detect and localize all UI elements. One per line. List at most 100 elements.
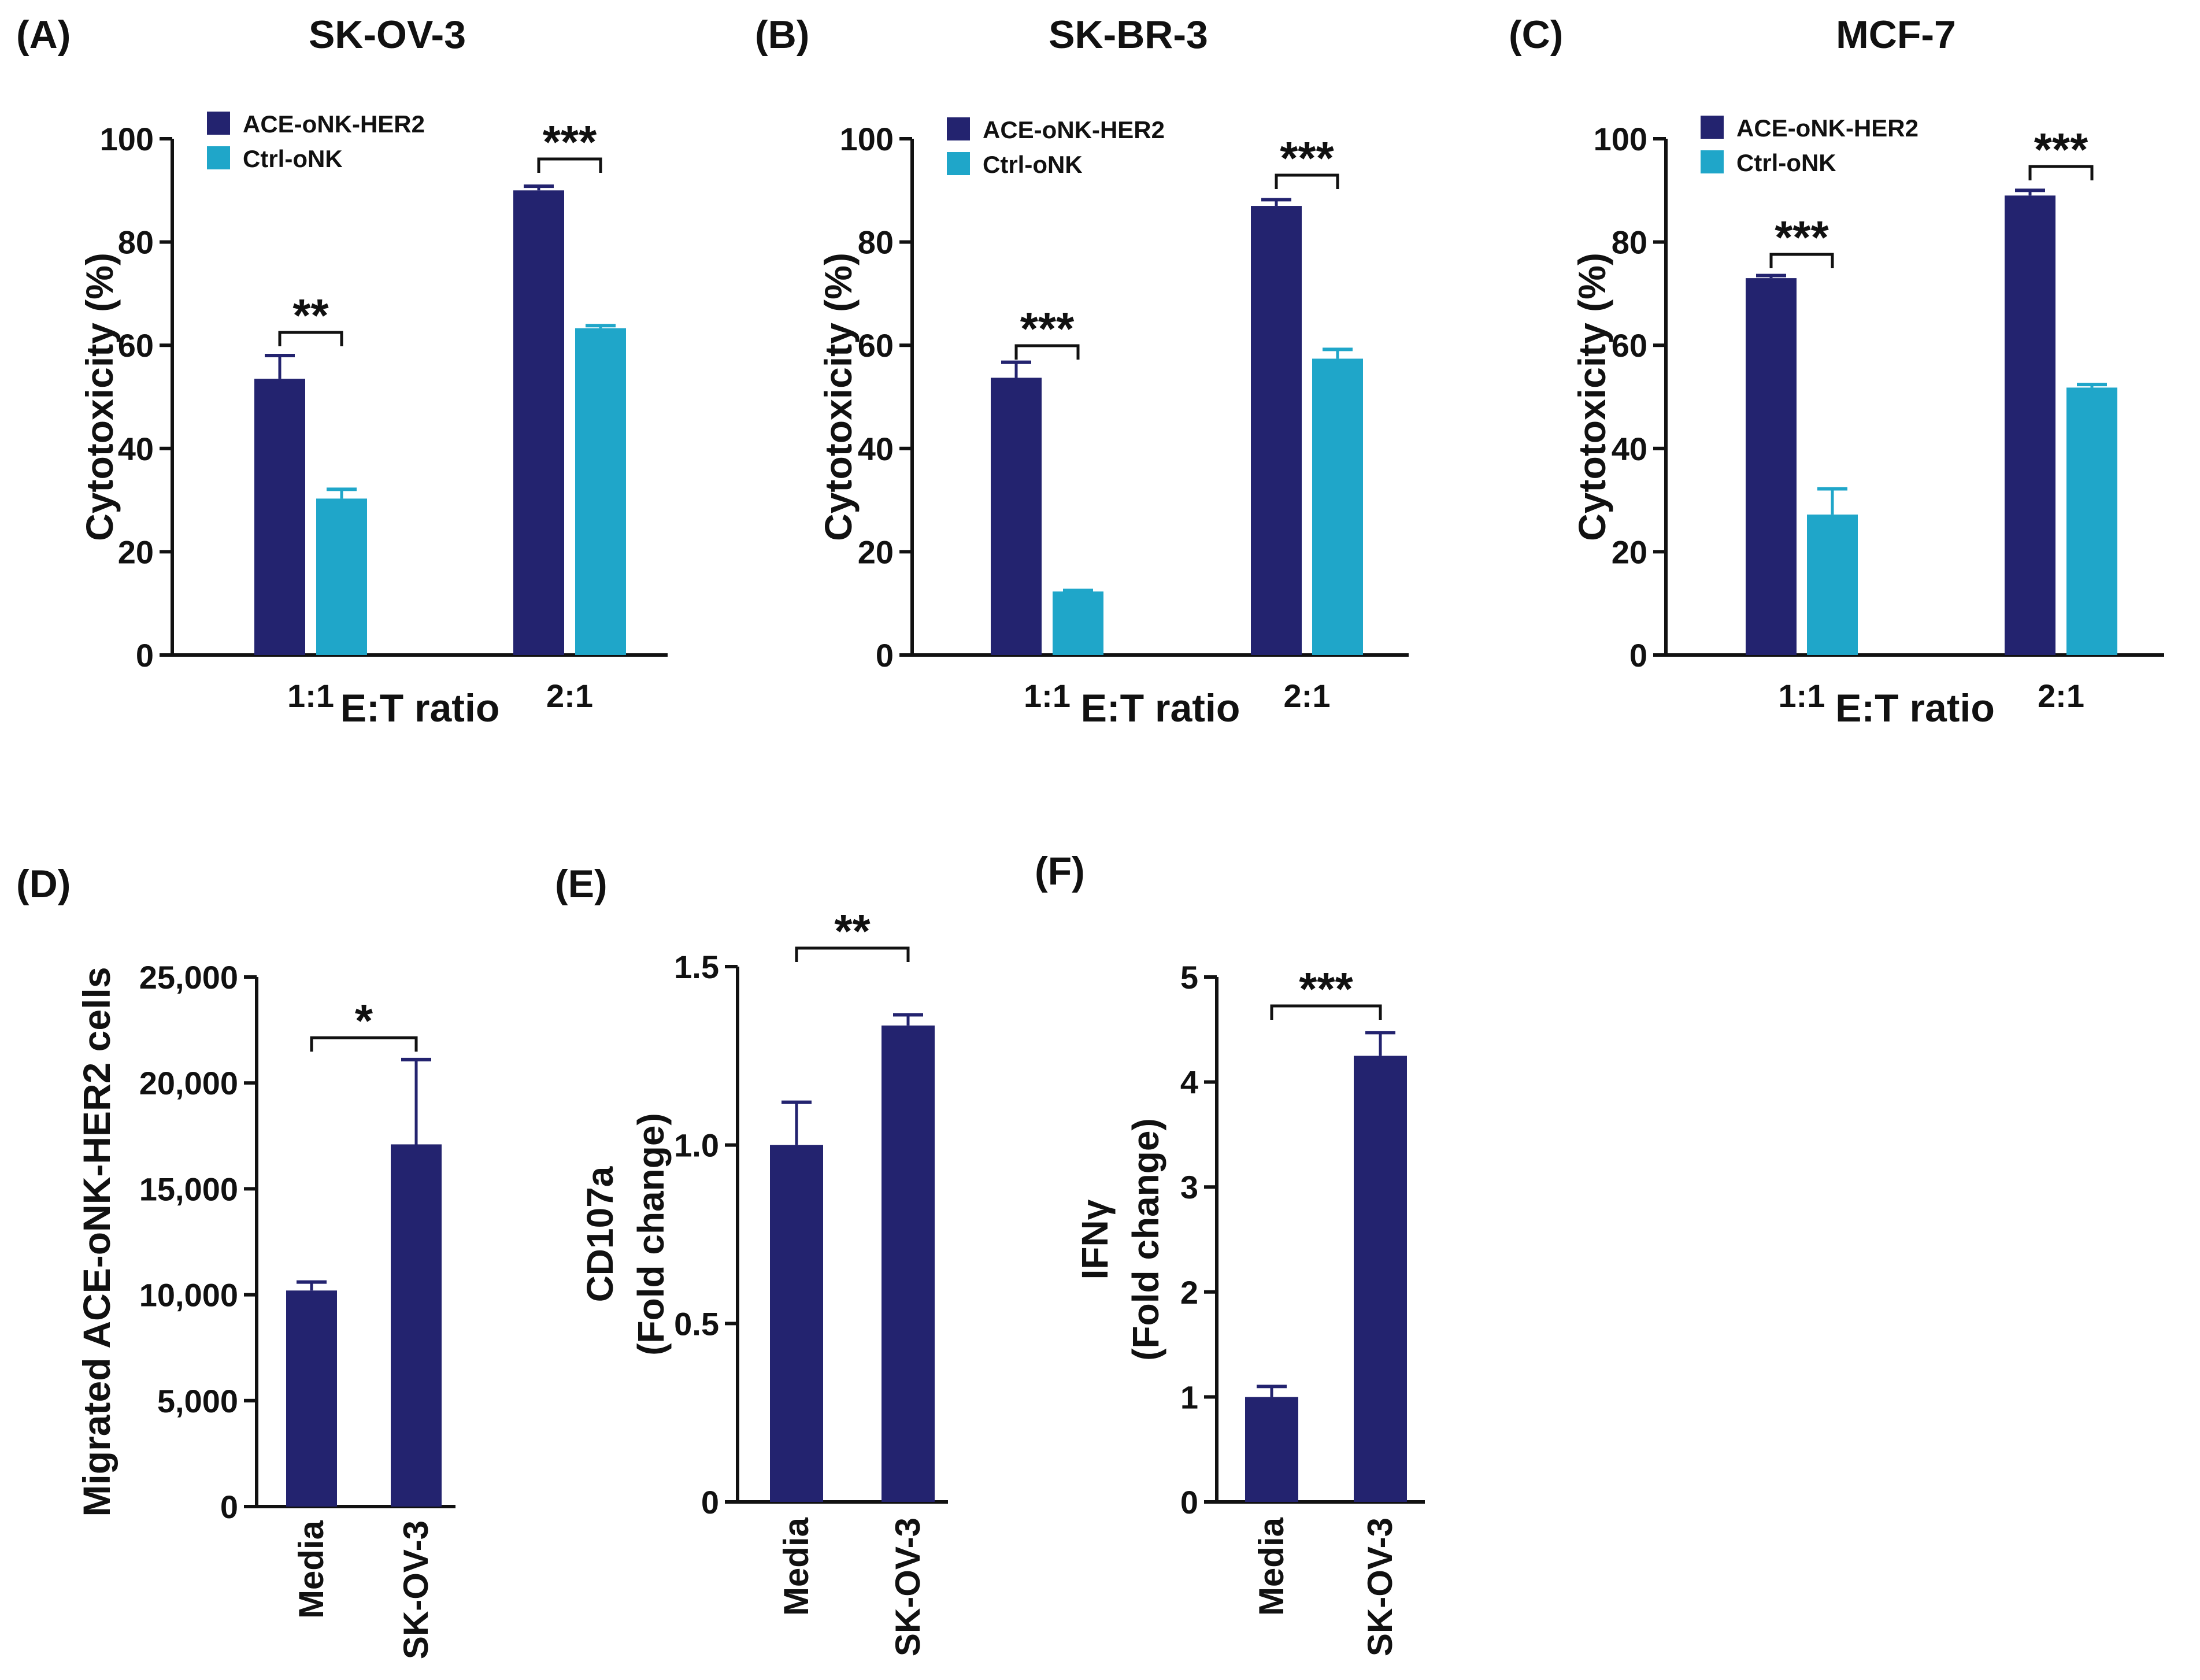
legend-label: ACE-oNK-HER2 (983, 116, 1165, 143)
significance-bracket (2028, 165, 2094, 180)
bar-1-1 (2066, 387, 2117, 655)
x-tick-label: Media (777, 1517, 816, 1616)
y-tick-label: 80 (118, 224, 154, 261)
x-tick-label: SK-OV-3 (1361, 1518, 1399, 1656)
panel-label: (D) (16, 862, 71, 906)
significance-label: *** (543, 116, 597, 168)
significance-label: ** (834, 905, 871, 957)
significance-label: ** (292, 290, 329, 341)
legend-label: ACE-oNK-HER2 (243, 110, 425, 138)
significance-label: *** (1775, 212, 1829, 263)
y-tick-label: 0 (1180, 1484, 1198, 1520)
y-tick-label: 5,000 (157, 1383, 238, 1419)
panel-label: (B) (755, 13, 809, 57)
y-tick-label: 0.5 (674, 1305, 719, 1342)
y-tick-label: 1.5 (674, 949, 719, 985)
panel-c: (C) MCF-7 0 20 40 60 80 100 Cytotoxicity (%) 1:1 2… (1509, 13, 2164, 730)
significance-label: *** (2034, 124, 2088, 175)
significance-bracket (795, 946, 910, 962)
y-tick-label: 0 (136, 637, 154, 674)
significance-label: * (355, 995, 373, 1046)
panel-label: (C) (1509, 13, 1563, 57)
significance-bracket (278, 331, 343, 346)
x-tick-label: 2:1 (1284, 678, 1331, 714)
x-axis-label: E:T ratio (1081, 686, 1240, 730)
x-tick-label: 1:1 (1024, 678, 1071, 714)
legend-swatch (947, 152, 970, 175)
y-tick-label: 100 (1594, 121, 1647, 157)
y-axis-label: (Fold change) (630, 1113, 672, 1356)
y-tick-label: 60 (118, 327, 154, 364)
y-axis-label: (Fold change) (1125, 1118, 1166, 1361)
x-tick-label: 1:1 (287, 678, 334, 714)
y-tick-label: 80 (858, 224, 894, 261)
y-axis-label: IFNγ (1074, 1199, 1116, 1279)
bar-0-1 (1354, 1056, 1407, 1502)
chart-title: SK-OV-3 (309, 13, 466, 57)
bar-0-1 (1251, 206, 1302, 656)
significance-label: *** (1280, 132, 1334, 184)
panel-d: (D) 0 5,000 10,000 15,000 20,000 25,000 Migrate… (16, 862, 455, 1659)
y-tick-label: 0 (220, 1489, 238, 1525)
panel-label: (F) (1035, 849, 1085, 893)
y-tick-label: 60 (858, 327, 894, 364)
y-tick-label: 0 (876, 637, 894, 674)
y-tick-label: 25,000 (139, 959, 238, 996)
bar-0-1 (513, 190, 564, 655)
legend-label: ACE-oNK-HER2 (1736, 114, 1918, 142)
bar-1-1 (575, 328, 626, 655)
y-tick-label: 80 (1612, 224, 1647, 261)
chart-title: SK-BR-3 (1049, 13, 1208, 57)
y-tick-label: 15,000 (139, 1171, 238, 1207)
y-tick-label: 10,000 (139, 1277, 238, 1313)
y-tick-label: 2 (1180, 1274, 1198, 1311)
legend-swatch (1701, 150, 1724, 173)
y-tick-label: 0 (1629, 637, 1647, 674)
bar-0-0 (1746, 278, 1797, 655)
significance-bracket (1275, 173, 1339, 189)
y-tick-label: 40 (1612, 431, 1647, 467)
legend-swatch (947, 117, 970, 140)
y-tick-label: 3 (1180, 1169, 1198, 1205)
panel-a: (A) SK-OV-3 0 20 40 60 80 100 Cytotoxicity (%) 1:… (16, 13, 668, 730)
x-tick-label: 2:1 (546, 678, 593, 714)
x-tick-label: Media (1252, 1517, 1291, 1616)
significance-bracket (310, 1036, 418, 1052)
significance-bracket (1014, 344, 1080, 360)
bar-0-0 (991, 378, 1042, 655)
significance-bracket (537, 157, 602, 173)
y-tick-label: 1.0 (674, 1127, 719, 1164)
y-tick-label: 40 (858, 431, 894, 467)
y-tick-label: 60 (1612, 327, 1647, 364)
bar-1-0 (316, 498, 367, 655)
x-tick-label: SK-OV-3 (888, 1518, 927, 1656)
y-tick-label: 40 (118, 431, 154, 467)
y-axis-label: Cytotoxicity (%) (78, 253, 121, 541)
panel-e: (E) 0 0.5 1.0 1.5 CD107a (Fold change) Media SK-… (555, 862, 948, 1656)
x-tick-label: 1:1 (1779, 678, 1825, 714)
y-tick-label: 20 (1612, 534, 1647, 570)
panel-f: (F) 0 1 2 3 4 5 IFNγ (Fold change) Media SK-OV-3 **… (1035, 849, 1425, 1656)
y-axis-label: Cytotoxicity (%) (1571, 253, 1613, 541)
bar-0-0 (1245, 1397, 1298, 1502)
bar-0-1 (882, 1025, 935, 1502)
significance-bracket (1769, 253, 1834, 268)
y-tick-label: 100 (100, 121, 154, 157)
bar-1-1 (1312, 358, 1363, 655)
legend-swatch (1701, 116, 1724, 139)
significance-label: *** (1020, 303, 1075, 354)
legend-label: Ctrl-oNK (1736, 149, 1836, 176)
panel-b: (B) SK-BR-3 0 20 40 60 80 100 Cytotoxicity (%) 1:… (755, 13, 1409, 730)
y-axis-label: Migrated ACE-oNK-HER2 cells (75, 967, 118, 1516)
x-axis-label: E:T ratio (340, 686, 500, 730)
bar-0-0 (770, 1145, 823, 1502)
bar-0-0 (286, 1290, 337, 1507)
y-tick-label: 5 (1180, 959, 1198, 996)
bar-1-0 (1807, 515, 1858, 655)
legend-label: Ctrl-oNK (983, 151, 1083, 178)
bar-0-1 (391, 1144, 442, 1507)
panel-label: (A) (16, 13, 71, 57)
y-tick-label: 20 (118, 534, 154, 570)
significance-bracket (1270, 1004, 1382, 1020)
